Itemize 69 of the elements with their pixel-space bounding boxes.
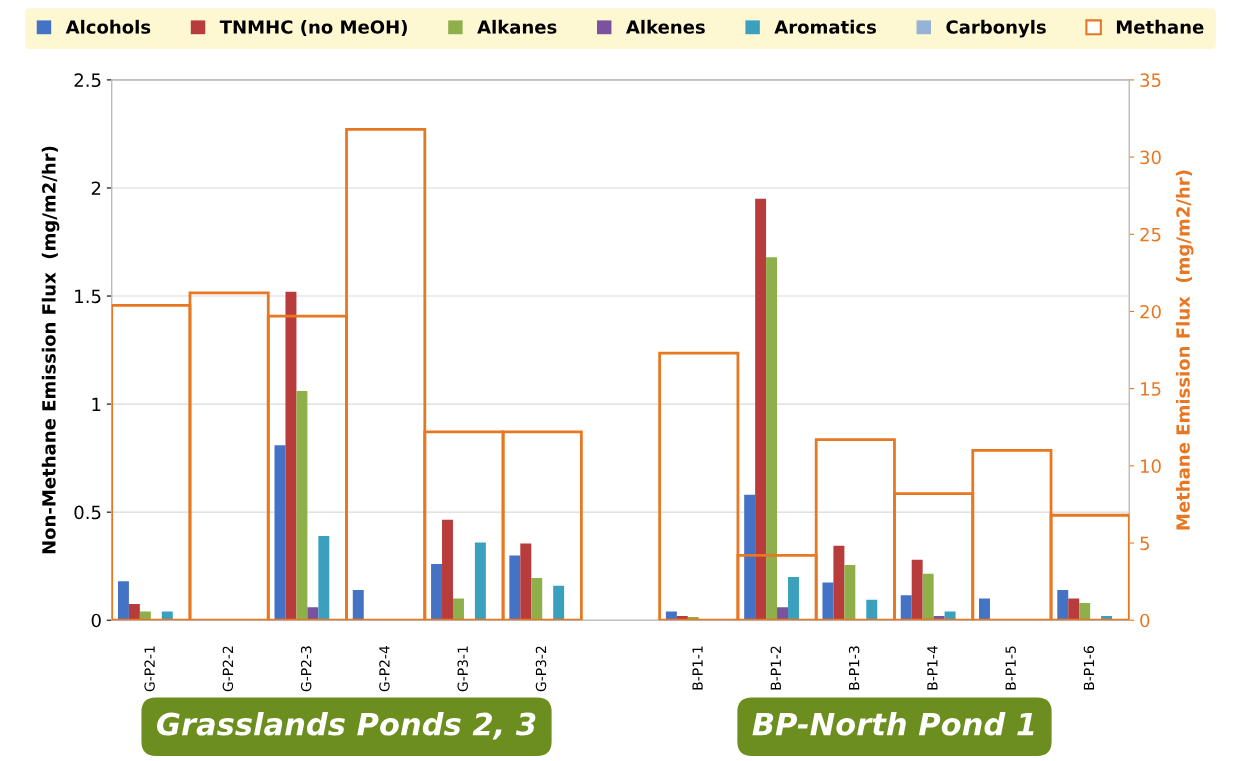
- bar: [866, 599, 878, 621]
- text: BP-North Pond 1: [752, 711, 1034, 736]
- bar: [531, 578, 543, 621]
- x-tick-label: B-P1-4: [927, 645, 938, 690]
- x-tick-label: G-P2-1: [144, 646, 155, 692]
- x-tick-label: G-P3-1: [457, 646, 468, 692]
- bar: [296, 391, 308, 621]
- bar: [788, 576, 799, 621]
- bar: [766, 257, 778, 621]
- legend-label: Aromatics: [774, 19, 876, 34]
- y-tick-label: 1: [92, 397, 101, 411]
- legend-label: Alkenes: [625, 19, 705, 34]
- y-axis-title: Non-Methane Emission Flux (mg/m2/hr): [41, 146, 60, 554]
- y2-tick-label: 20: [1140, 304, 1161, 319]
- text: Grasslands Ponds 2, 3: [156, 711, 536, 740]
- y-tick-label: 1.5: [75, 289, 101, 304]
- x-tick-label: B-P1-3: [848, 646, 860, 690]
- bar: [352, 589, 364, 621]
- bar: [1079, 602, 1091, 621]
- y-tick-label: 2.5: [74, 73, 101, 88]
- y2-tick-label: 15: [1141, 382, 1161, 396]
- bar: [318, 535, 330, 621]
- bar: [274, 445, 286, 621]
- y-tick-label: 2: [91, 181, 101, 195]
- bar: [900, 595, 912, 621]
- legend-label: TNMHC (no MeOH): [219, 19, 407, 36]
- legend-label: Methane: [1116, 19, 1204, 34]
- y-tick-label: 0: [91, 613, 101, 628]
- bar: [474, 542, 486, 621]
- x-tick-label: G-P2-2: [222, 646, 234, 692]
- y2-axis-title: Methane Emission Flux (mg/m2/hr): [1175, 170, 1194, 530]
- bar: [553, 585, 565, 621]
- bar: [922, 573, 934, 621]
- x-tick-label: B-P1-1: [692, 646, 703, 690]
- bar: [1057, 589, 1069, 621]
- x-tick-label: G-P2-3: [300, 646, 312, 692]
- bar: [744, 494, 756, 621]
- x-tick-label: G-P3-2: [535, 646, 547, 692]
- x-tick-label: B-P1-6: [1083, 646, 1095, 690]
- bar: [822, 582, 834, 621]
- legend-label: Alcohols: [65, 19, 151, 34]
- bar: [509, 555, 521, 621]
- legend-label: Carbonyls: [946, 19, 1046, 38]
- bar: [285, 291, 297, 621]
- y2-tick-label: 10: [1141, 459, 1161, 473]
- x-tick-label: G-P2-4: [379, 645, 390, 692]
- y2-tick-label: 5: [1140, 536, 1149, 551]
- y2-tick-label: 35: [1140, 73, 1161, 88]
- y2-tick-label: 25: [1140, 227, 1161, 242]
- bar: [452, 598, 464, 621]
- bar: [911, 559, 923, 621]
- bar: [833, 545, 845, 621]
- legend-label: Alkanes: [477, 19, 557, 34]
- bar: [128, 604, 140, 621]
- bar: [520, 543, 532, 621]
- bar: [844, 565, 856, 621]
- bar: [1068, 598, 1080, 621]
- bar: [442, 519, 453, 621]
- y2-tick-label: 30: [1140, 150, 1161, 165]
- bar: [117, 581, 129, 621]
- y2-tick-label: 0: [1140, 613, 1150, 628]
- x-tick-label: B-P1-5: [1005, 646, 1016, 690]
- x-tick-label: B-P1-2: [770, 646, 781, 690]
- bar: [755, 198, 767, 621]
- bar: [431, 564, 443, 621]
- bar: [777, 607, 789, 621]
- bar: [307, 607, 319, 621]
- y-tick-label: 0.5: [74, 505, 101, 520]
- bar: [979, 598, 990, 621]
